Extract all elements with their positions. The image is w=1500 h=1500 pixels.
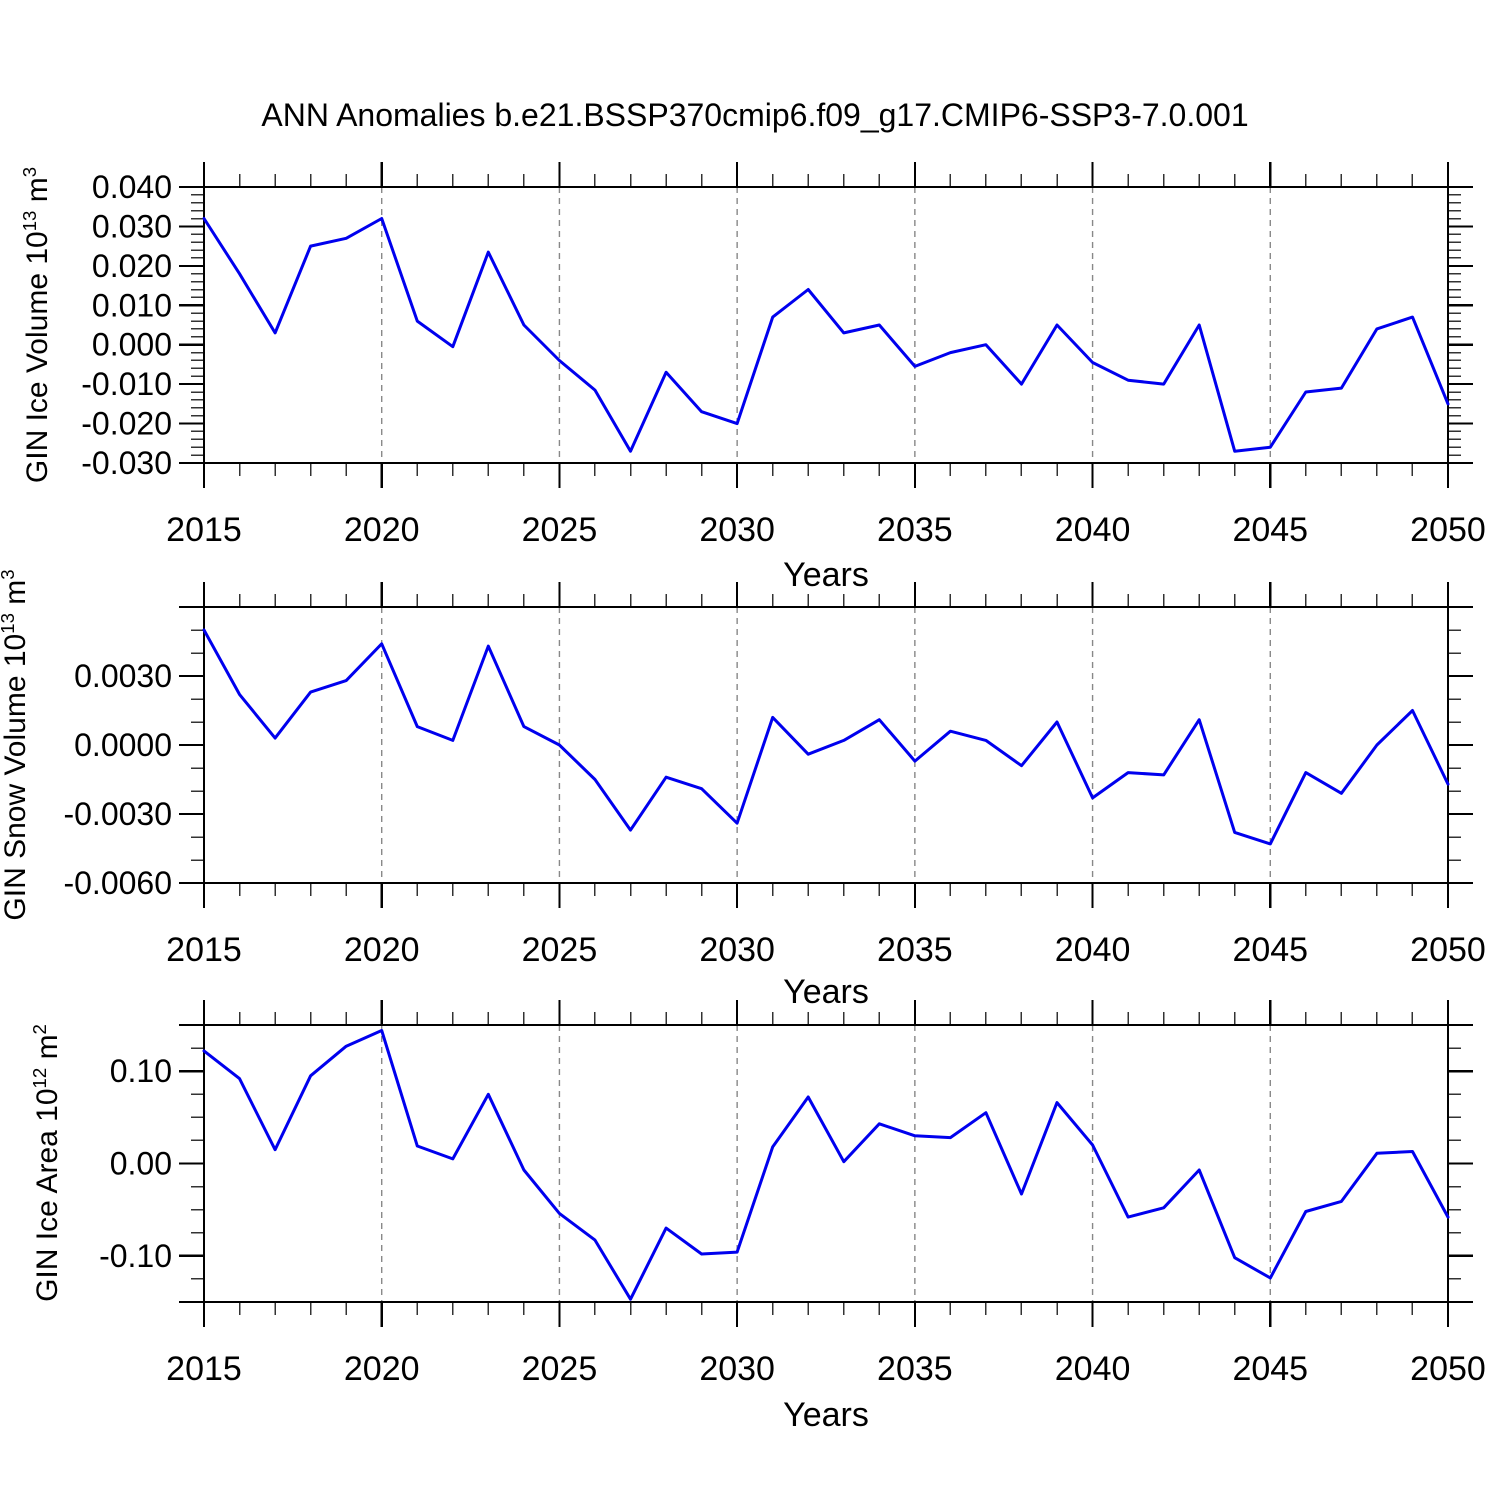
x-tick-labels: 2015 2020 2025 2030 2035 2040 2045 2050 (166, 931, 1486, 969)
x-tick-labels: 2015 2020 2025 2030 2035 2040 2045 2050 (166, 1350, 1486, 1388)
gridlines (381, 187, 1271, 463)
y-tick-label: 0.040 (92, 169, 172, 205)
plot-border (202, 605, 1450, 885)
y-tick-label: 0.030 (92, 208, 172, 244)
x-tick-label: 2030 (699, 931, 775, 969)
x-tick-label: 2050 (1410, 1350, 1486, 1388)
y-tick-label: 0.0030 (74, 658, 172, 694)
panel-gin-ice-volume: 2015 2020 2025 2030 2035 2040 2045 20500.0400.0… (81, 162, 1486, 549)
y-tick-label: -0.030 (81, 445, 172, 481)
x-tick-label: 2015 (166, 511, 242, 549)
gridlines (381, 607, 1271, 883)
x-tick-label: 2040 (1055, 511, 1131, 549)
y-tick-label: 0.00 (110, 1146, 172, 1182)
x-tick-label: 2025 (522, 1350, 598, 1388)
y-tick-label: 0.010 (92, 287, 172, 323)
x-tick-label: 2020 (344, 931, 420, 969)
y-tick-label: -0.010 (81, 366, 172, 402)
gridlines (381, 1025, 1271, 1302)
major-ticks (179, 1000, 1473, 1327)
x-tick-label: 2015 (166, 1350, 242, 1388)
x-tick-label: 2025 (522, 931, 598, 969)
major-ticks (179, 162, 1473, 488)
x-tick-labels: 2015 2020 2025 2030 2035 2040 2045 2050 (166, 511, 1486, 549)
y-tick-labels: 0.0030 0.0000 -0.0030 -0.0060 (63, 658, 172, 901)
plot-border (202, 185, 1450, 465)
y-tick-label: -0.10 (99, 1238, 172, 1274)
y-tick-labels: 0.10 0.00 -0.10 (99, 1053, 172, 1274)
x-tick-label: 2030 (699, 1350, 775, 1388)
major-ticks (179, 582, 1473, 908)
data-line-gin-snow-volume (202, 628, 1450, 846)
panel-gin-snow-volume: 2015 2020 2025 2030 2035 2040 2045 20500.00300.… (63, 582, 1486, 969)
x-tick-label: 2045 (1232, 511, 1308, 549)
x-tick-label: 2040 (1055, 931, 1131, 969)
x-axis-title-panel-2: Years (783, 973, 869, 1011)
y-tick-label: -0.0030 (63, 796, 172, 832)
plot-border (202, 1023, 1450, 1304)
minor-ticks (191, 594, 1461, 896)
x-tick-label: 2050 (1410, 511, 1486, 549)
y-tick-label: 0.10 (110, 1053, 172, 1089)
x-tick-label: 2035 (877, 511, 953, 549)
y-tick-label: 0.000 (92, 327, 172, 363)
y-tick-label: 0.020 (92, 248, 172, 284)
x-tick-label: 2020 (344, 1350, 420, 1388)
panel-gin-ice-area: 2015 2020 2025 2030 2035 2040 2045 2050 0.10 0.00… (99, 1000, 1486, 1388)
x-tick-label: 2025 (522, 511, 598, 549)
y-tick-label: -0.020 (81, 406, 172, 442)
x-tick-label: 2030 (699, 511, 775, 549)
y-tick-label: 0.0000 (74, 727, 172, 763)
x-tick-label: 2050 (1410, 931, 1486, 969)
x-tick-label: 2035 (877, 1350, 953, 1388)
x-tick-label: 2045 (1232, 931, 1308, 969)
x-axis-title-panel-1: Years (783, 556, 869, 594)
x-tick-label: 2020 (344, 511, 420, 549)
x-axis-title-panel-3: Years (783, 1396, 869, 1434)
minor-ticks (191, 174, 1461, 476)
minor-ticks (191, 1012, 1461, 1315)
x-tick-label: 2045 (1232, 1350, 1308, 1388)
data-line-gin-ice-area (202, 1029, 1450, 1301)
x-tick-label: 2040 (1055, 1350, 1131, 1388)
chart-title: ANN Anomalies b.e21.BSSP370cmip6.f09_g17… (261, 97, 1249, 133)
y-tick-label: -0.0060 (63, 865, 172, 901)
x-tick-label: 2035 (877, 931, 953, 969)
data-line-gin-ice-volume (202, 217, 1450, 453)
x-tick-label: 2015 (166, 931, 242, 969)
